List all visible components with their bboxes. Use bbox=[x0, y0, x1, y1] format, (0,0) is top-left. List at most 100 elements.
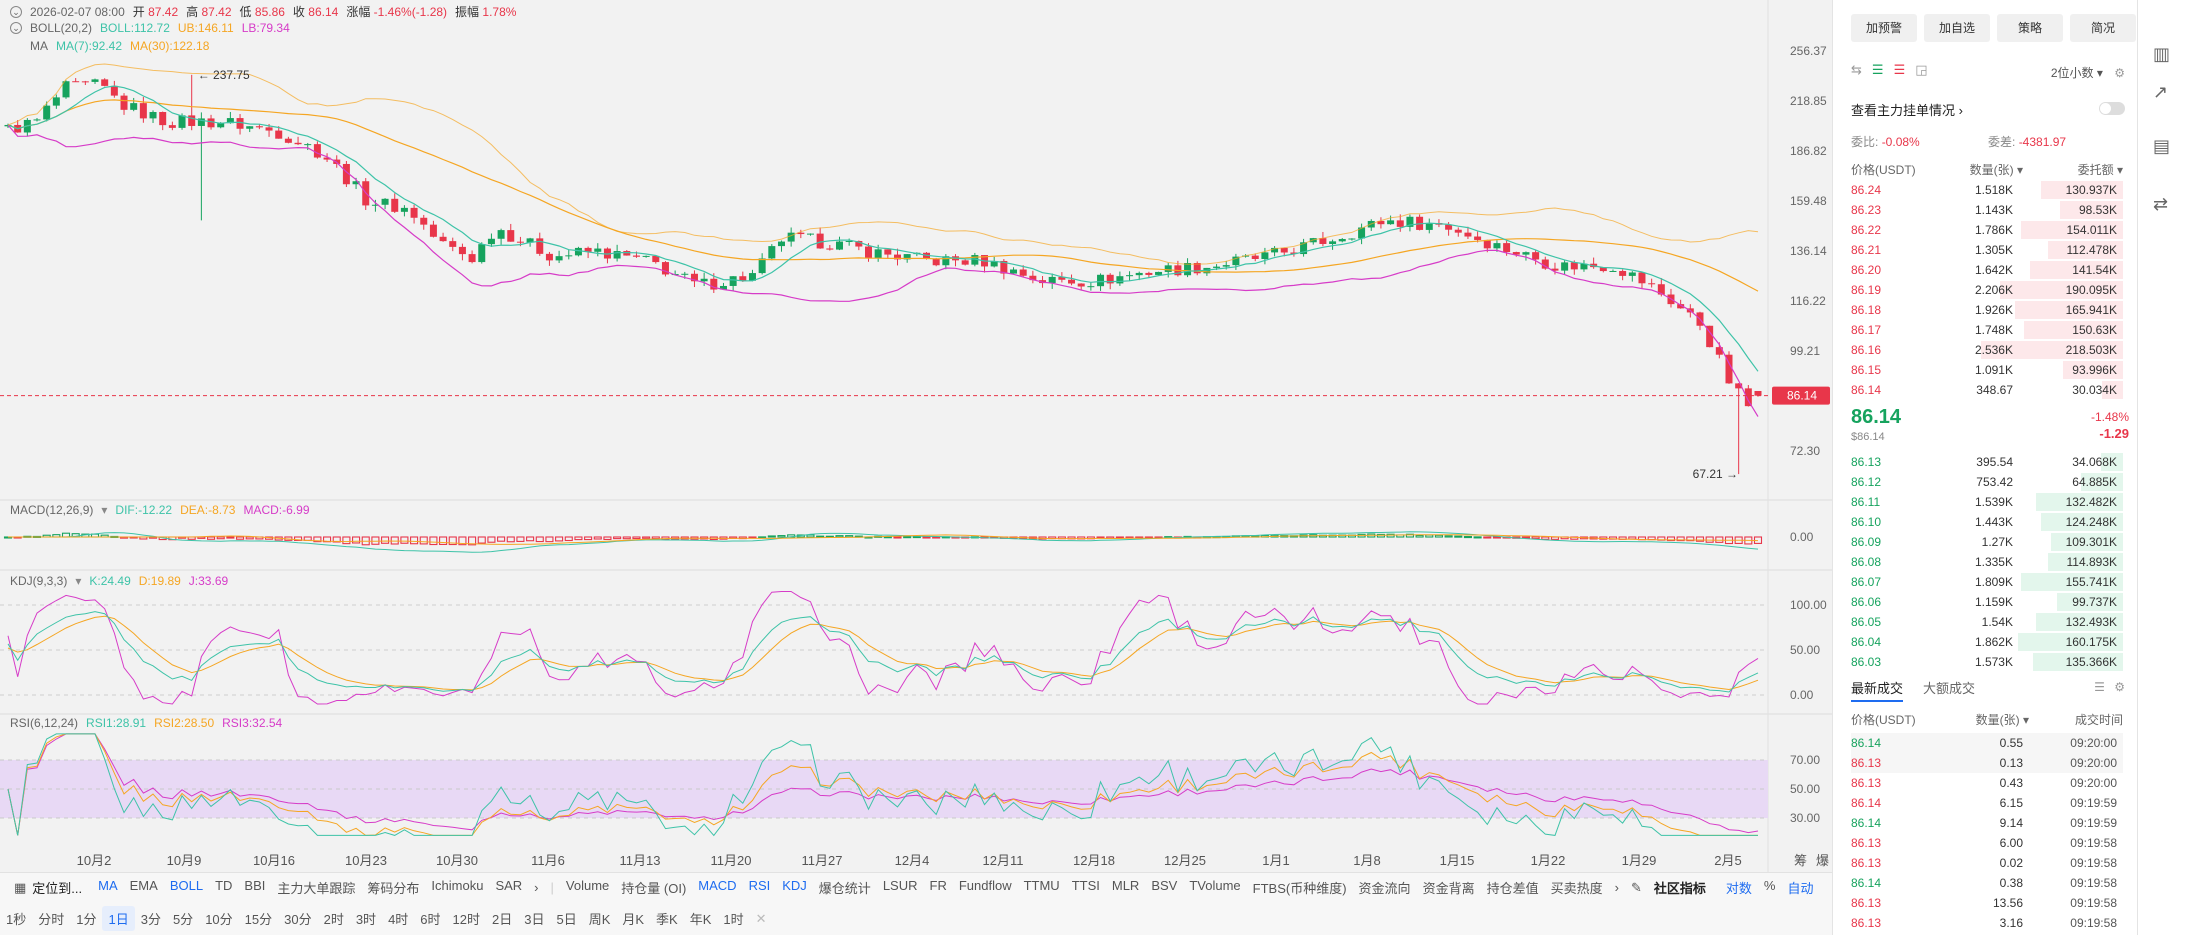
sub-indicator-18[interactable]: 买卖热度 bbox=[1550, 881, 1603, 896]
sub-indicator-8[interactable]: Fundflow bbox=[958, 878, 1012, 893]
interval-18[interactable]: 月K bbox=[622, 912, 645, 927]
sub-indicator-1[interactable]: 持仓量 (OI) bbox=[621, 881, 687, 896]
sub-indicator-15[interactable]: 资金流向 bbox=[1358, 881, 1411, 896]
main-indicator-7[interactable]: Ichimoku bbox=[431, 878, 484, 893]
main-order-link[interactable]: 查看主力挂单情况 › bbox=[1851, 100, 1963, 119]
ask-row[interactable]: 86.22 1.786K 154.011K bbox=[1851, 220, 2123, 240]
alert-button[interactable]: 加预警 bbox=[1851, 14, 1917, 42]
sub-indicator-10[interactable]: TTSI bbox=[1071, 878, 1100, 893]
bid-row[interactable]: 86.07 1.809K 155.741K bbox=[1851, 572, 2123, 592]
ma-name[interactable]: MA bbox=[30, 39, 48, 53]
interval-8[interactable]: 30分 bbox=[284, 912, 312, 927]
bid-row[interactable]: 86.09 1.27K 109.301K bbox=[1851, 532, 2123, 552]
collapse-icon[interactable]: ⌄ bbox=[10, 22, 22, 34]
kdj-name[interactable]: KDJ(9,3,3) bbox=[10, 574, 68, 588]
sub-indicator-17[interactable]: 持仓差值 bbox=[1486, 881, 1539, 896]
interval-7[interactable]: 15分 bbox=[244, 912, 273, 927]
sub-indicator-6[interactable]: LSUR bbox=[882, 878, 918, 893]
interval-9[interactable]: 2时 bbox=[323, 912, 344, 927]
sub-indicator-13[interactable]: TVolume bbox=[1189, 878, 1241, 893]
chart-svg[interactable]: 256.37 218.85 186.82 159.48 136.14 116.22 99.2… bbox=[0, 0, 1832, 872]
boll-name[interactable]: BOLL(20,2) bbox=[30, 21, 93, 35]
watchlist-button[interactable]: 加自选 bbox=[1924, 14, 1990, 42]
close-icon[interactable]: ✕ bbox=[755, 910, 767, 926]
ask-row[interactable]: 86.20 1.642K 141.54K bbox=[1851, 260, 2123, 280]
chart-icon[interactable]: ▤ bbox=[2153, 136, 2171, 156]
trades-col-qty[interactable]: 数量(张) ▾ bbox=[1975, 713, 2029, 727]
bid-row[interactable]: 86.04 1.862K 160.175K bbox=[1851, 632, 2123, 652]
col-qty[interactable]: 数量(张) ▾ bbox=[1969, 163, 2023, 177]
bid-row[interactable]: 86.05 1.54K 132.493K bbox=[1851, 612, 2123, 632]
trend-icon[interactable]: ↗ bbox=[2153, 82, 2169, 102]
overview-button[interactable]: 简况 bbox=[2070, 14, 2136, 42]
interval-21[interactable]: 1时 bbox=[723, 912, 744, 927]
strategy-button[interactable]: 策略 bbox=[1997, 14, 2063, 42]
bid-row[interactable]: 86.03 1.573K 135.366K bbox=[1851, 652, 2123, 672]
bid-view-icon[interactable]: ☰ bbox=[1871, 62, 1884, 77]
main-indicator-0[interactable]: MA bbox=[98, 878, 118, 893]
decimals-select[interactable]: 2位小数 ▾ ⚙ bbox=[2051, 64, 2125, 81]
interval-4[interactable]: 3分 bbox=[140, 912, 161, 927]
ask-row[interactable]: 86.17 1.748K 150.63K bbox=[1851, 320, 2123, 340]
interval-10[interactable]: 3时 bbox=[355, 912, 377, 927]
depth-view-icon[interactable]: ◲ bbox=[1915, 62, 1928, 77]
interval-0[interactable]: 1秒 bbox=[6, 912, 27, 927]
ask-row[interactable]: 86.24 1.518K 130.937K bbox=[1851, 180, 2123, 200]
main-indicator-4[interactable]: BBI bbox=[244, 878, 266, 893]
bid-row[interactable]: 86.10 1.443K 124.248K bbox=[1851, 512, 2123, 532]
bid-row[interactable]: 86.12 753.42 64.885K bbox=[1851, 472, 2123, 492]
interval-1[interactable]: 分时 bbox=[38, 912, 65, 927]
sub-indicator-12[interactable]: BSV bbox=[1151, 878, 1178, 893]
sub-indicator-0[interactable]: Volume bbox=[565, 878, 610, 893]
interval-17[interactable]: 周K bbox=[588, 912, 611, 927]
dropdown-icon[interactable]: ▾ bbox=[101, 503, 108, 517]
scale-mode-0[interactable]: 对数 bbox=[1725, 881, 1752, 896]
ask-view-icon[interactable]: ☰ bbox=[1893, 62, 1906, 77]
settings-icon[interactable]: ⚙ bbox=[2114, 66, 2125, 80]
chart-area[interactable]: 256.37 218.85 186.82 159.48 136.14 116.22 99.2… bbox=[0, 0, 1832, 935]
sub-indicator-4[interactable]: KDJ bbox=[782, 878, 807, 893]
main-order-toggle[interactable] bbox=[2099, 102, 2125, 115]
sub-indicator-9[interactable]: TTMU bbox=[1023, 878, 1060, 893]
ask-row[interactable]: 86.23 1.143K 98.53K bbox=[1851, 200, 2123, 220]
chevron-right-icon[interactable]: › bbox=[1614, 880, 1619, 895]
interval-2[interactable]: 1分 bbox=[76, 912, 97, 927]
ask-row[interactable]: 86.21 1.305K 112.478K bbox=[1851, 240, 2123, 260]
calendar-icon[interactable]: ▦ bbox=[14, 879, 27, 895]
interval-16[interactable]: 5日 bbox=[556, 912, 577, 927]
main-indicator-1[interactable]: EMA bbox=[129, 878, 158, 893]
main-indicator-3[interactable]: TD bbox=[215, 878, 233, 893]
sub-indicator-3[interactable]: RSI bbox=[748, 878, 771, 893]
bid-row[interactable]: 86.08 1.335K 114.893K bbox=[1851, 552, 2123, 572]
interval-6[interactable]: 10分 bbox=[205, 912, 233, 927]
interval-12[interactable]: 6时 bbox=[420, 912, 441, 927]
interval-13[interactable]: 12时 bbox=[452, 912, 480, 927]
macd-name[interactable]: MACD(12,26,9) bbox=[10, 503, 94, 517]
edit-icon[interactable]: ✎ bbox=[1630, 879, 1642, 895]
chevron-right-icon[interactable]: › bbox=[534, 880, 539, 895]
sub-indicator-2[interactable]: MACD bbox=[698, 878, 737, 893]
ask-row[interactable]: 86.14 348.67 30.034K bbox=[1851, 380, 2123, 400]
sub-indicator-16[interactable]: 资金背离 bbox=[1422, 881, 1475, 896]
filter-icon[interactable]: ☰ bbox=[2094, 680, 2105, 694]
tab-latest-trades[interactable]: 最新成交 bbox=[1851, 678, 1904, 702]
ask-row[interactable]: 86.18 1.926K 165.941K bbox=[1851, 300, 2123, 320]
interval-19[interactable]: 季K bbox=[656, 912, 678, 927]
sub-indicator-7[interactable]: FR bbox=[929, 878, 947, 893]
swap-icon[interactable]: ⇄ bbox=[2153, 194, 2169, 214]
scale-mode-2[interactable]: 自动 bbox=[1787, 881, 1814, 896]
ask-row[interactable]: 86.19 2.206K 190.095K bbox=[1851, 280, 2123, 300]
locate-button[interactable]: 定位到... bbox=[32, 881, 83, 896]
sub-indicator-14[interactable]: FTBS(币种维度) bbox=[1252, 881, 1347, 896]
interval-20[interactable]: 年K bbox=[689, 912, 712, 927]
main-indicator-2[interactable]: BOLL bbox=[169, 878, 204, 893]
sub-indicator-11[interactable]: MLR bbox=[1111, 878, 1140, 893]
rsi-name[interactable]: RSI(6,12,24) bbox=[10, 716, 79, 730]
ask-row[interactable]: 86.16 2.536K 218.503K bbox=[1851, 340, 2123, 360]
dropdown-icon[interactable]: ▾ bbox=[75, 574, 82, 588]
collapse-icon[interactable]: ⌄ bbox=[10, 5, 22, 18]
both-view-icon[interactable]: ⇆ bbox=[1851, 62, 1862, 77]
main-indicator-5[interactable]: 主力大单跟踪 bbox=[277, 881, 356, 896]
interval-5[interactable]: 5分 bbox=[172, 912, 194, 927]
community-indicator-button[interactable]: 社区指标 bbox=[1653, 881, 1706, 896]
